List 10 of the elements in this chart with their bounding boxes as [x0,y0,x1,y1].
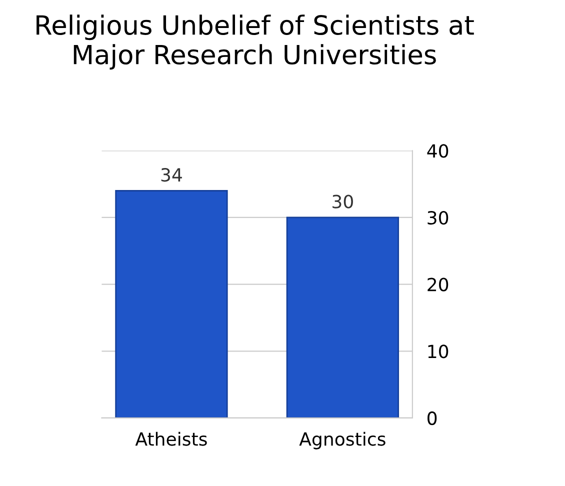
chart-title: Religious Unbelief of Scientists at Major Research Universities [36,14,474,70]
data-label: 34 [161,168,182,182]
y-tick-label: 10 [428,344,448,358]
x-tick-label: Atheists [135,432,207,446]
y-tick-label: 30 [428,210,448,225]
data-label: 30 [332,194,353,208]
y-tick-label: 40 [427,144,448,158]
y-tick-label: 20 [428,278,448,292]
x-tick-label: Agnostics [299,432,386,450]
y-tick-label: 0 [428,411,437,426]
